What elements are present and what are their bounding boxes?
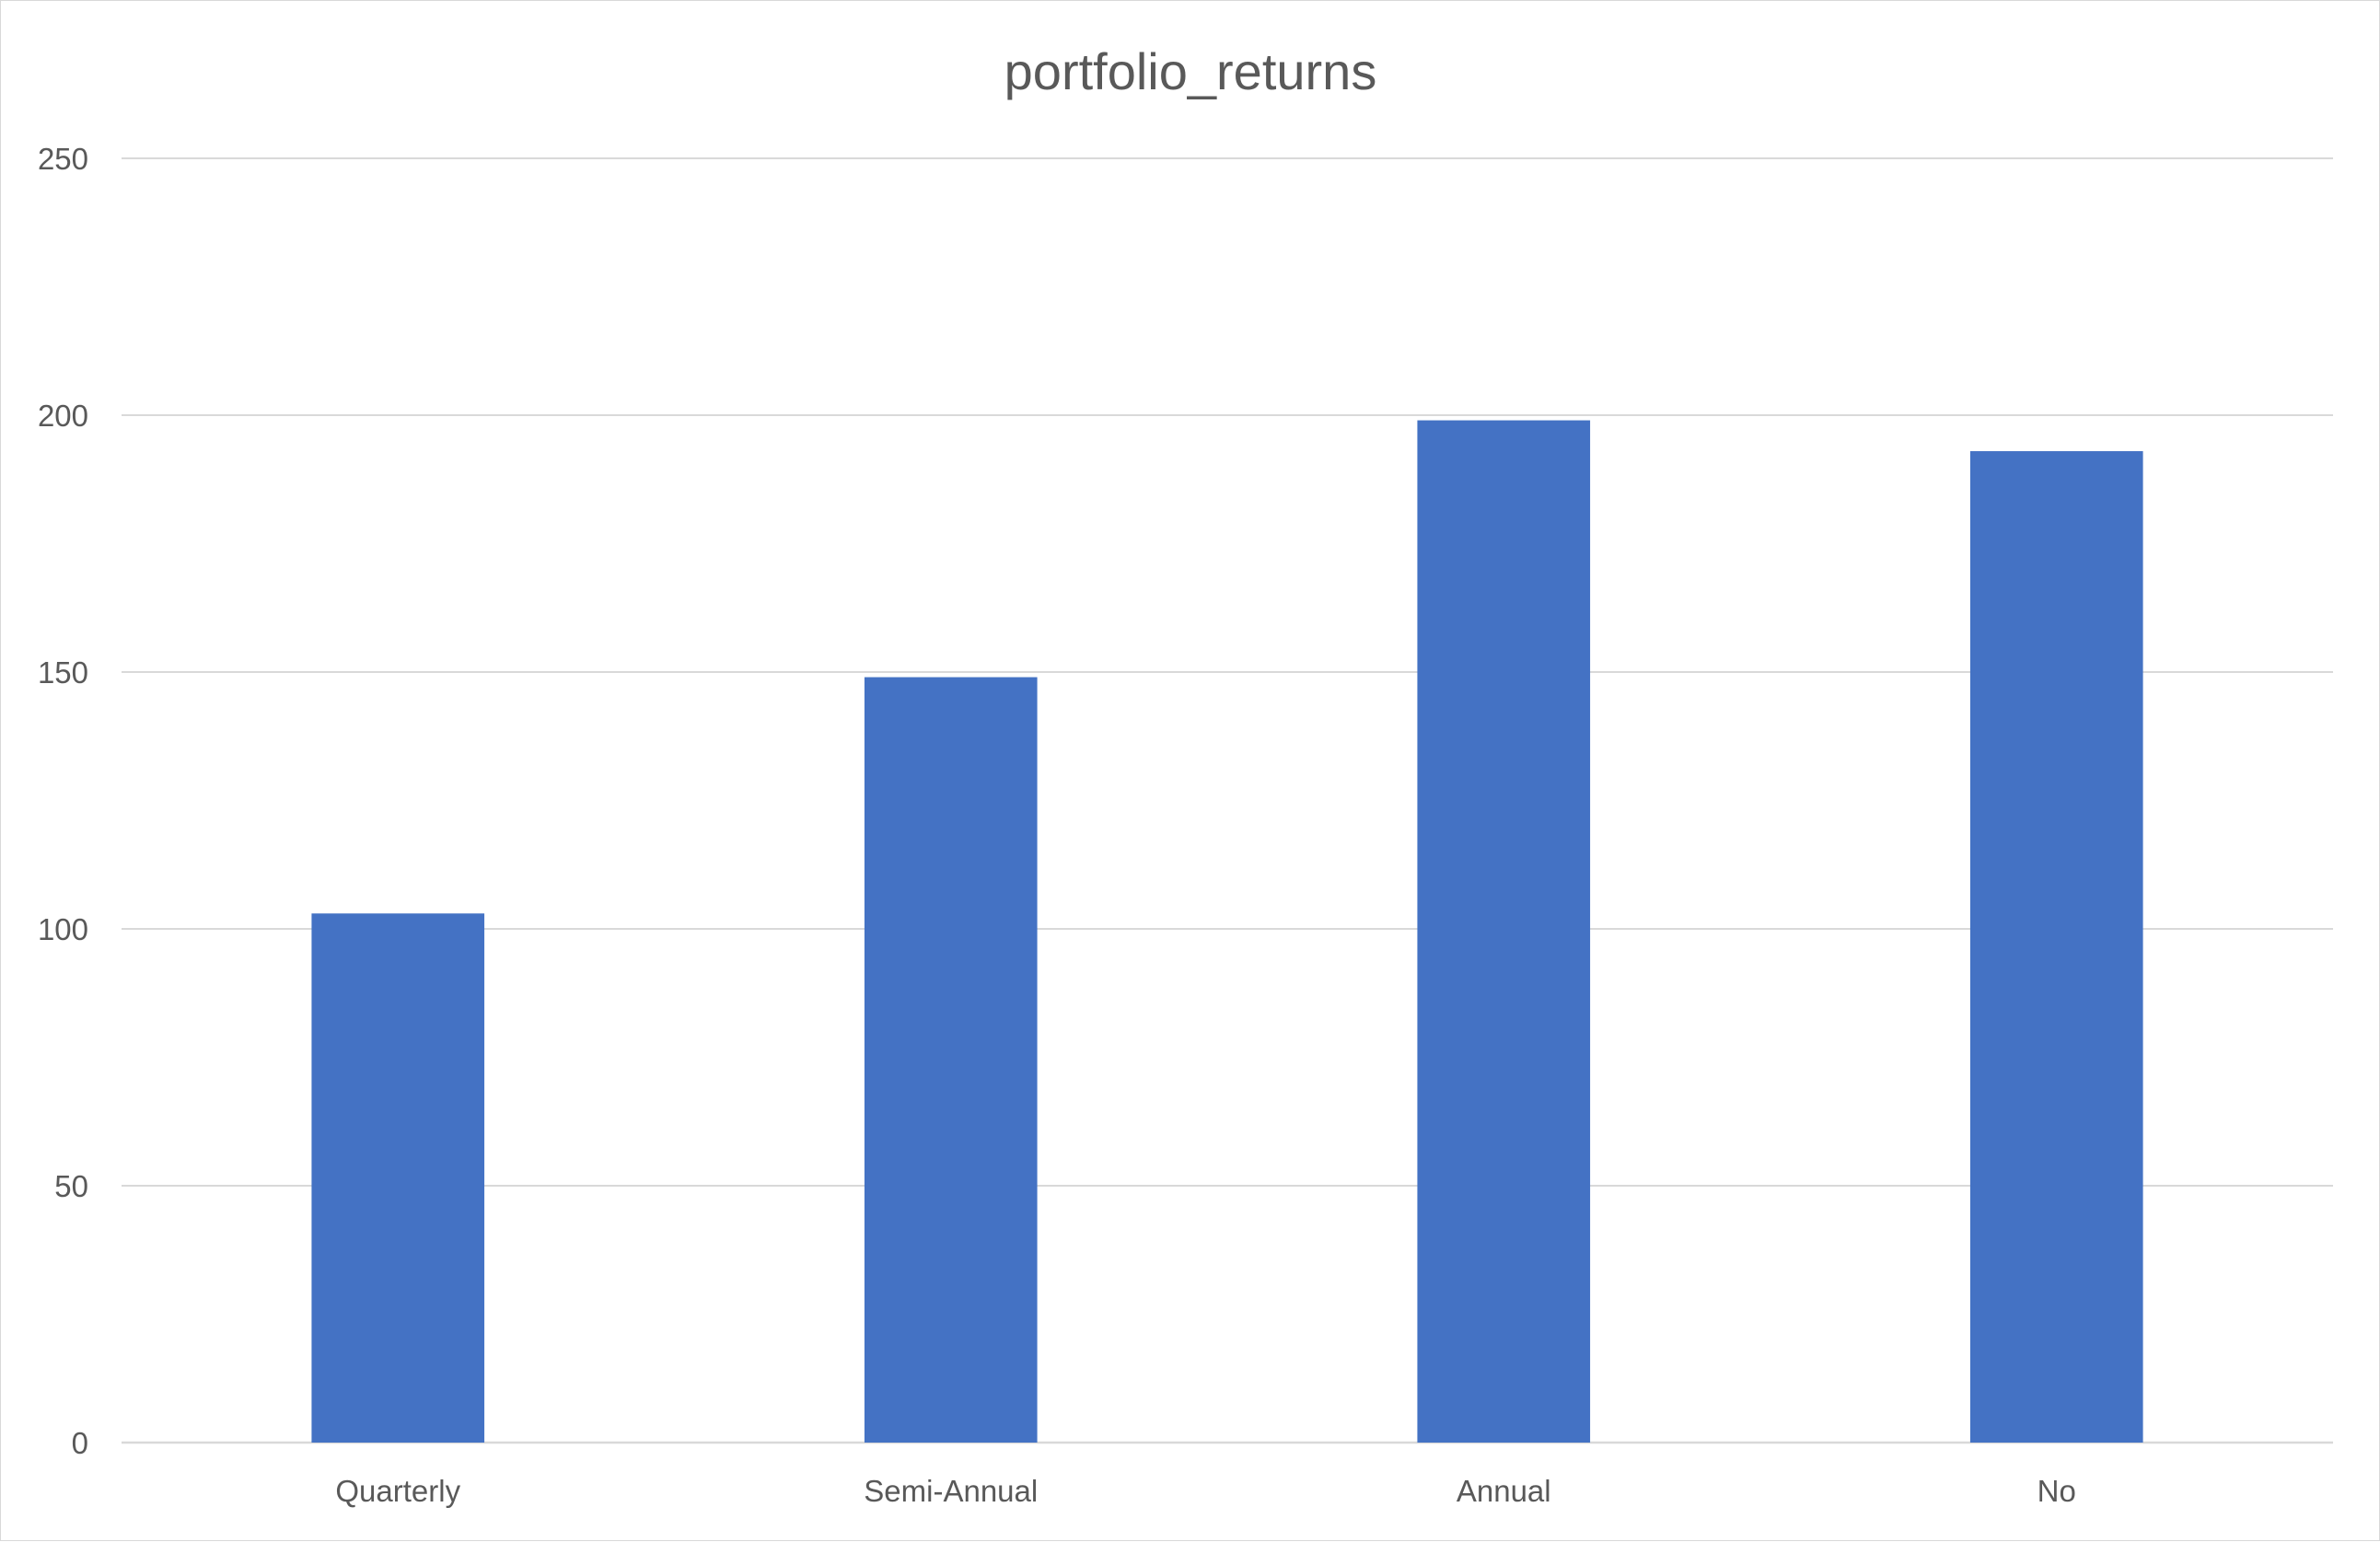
x-tick-label: No xyxy=(2038,1474,2076,1508)
x-axis-tick-labels: Quarterly Semi-Annual Annual No xyxy=(335,1474,2075,1508)
x-tick-label: Annual xyxy=(1457,1474,1551,1508)
x-tick-label: Semi-Annual xyxy=(864,1474,1038,1508)
y-axis-tick-labels: 0 50 100 150 200 250 xyxy=(38,142,88,1460)
x-tick-label: Quarterly xyxy=(335,1474,460,1508)
y-tick-label: 100 xyxy=(38,912,88,946)
bar-no xyxy=(1969,451,2143,1443)
y-tick-label: 200 xyxy=(38,399,88,433)
y-tick-label: 50 xyxy=(54,1169,88,1203)
bar-quarterly xyxy=(311,913,485,1443)
bar-semi-annual xyxy=(864,677,1038,1443)
bar-annual xyxy=(1417,420,1591,1443)
chart-title: portfolio_returns xyxy=(1004,42,1377,100)
gridlines xyxy=(122,157,2333,1444)
y-tick-label: 250 xyxy=(38,142,88,176)
y-tick-label: 0 xyxy=(72,1426,88,1460)
bars xyxy=(311,420,2143,1443)
y-tick-label: 150 xyxy=(38,655,88,690)
